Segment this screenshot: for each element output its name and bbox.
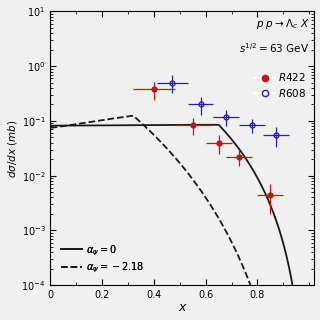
Y-axis label: $d\sigma/dx\ (mb)$: $d\sigma/dx\ (mb)$ — [5, 119, 19, 178]
Legend: $\alpha_\psi = 0$, $\alpha_\psi = -2.18$: $\alpha_\psi = 0$, $\alpha_\psi = -2.18$ — [60, 243, 144, 275]
Text: $s^{1/2} = 63\ \mathrm{GeV}$: $s^{1/2} = 63\ \mathrm{GeV}$ — [239, 42, 309, 55]
X-axis label: $x$: $x$ — [178, 301, 187, 315]
Text: $p\ p \rightarrow \Lambda_c\ X$: $p\ p \rightarrow \Lambda_c\ X$ — [256, 17, 309, 31]
